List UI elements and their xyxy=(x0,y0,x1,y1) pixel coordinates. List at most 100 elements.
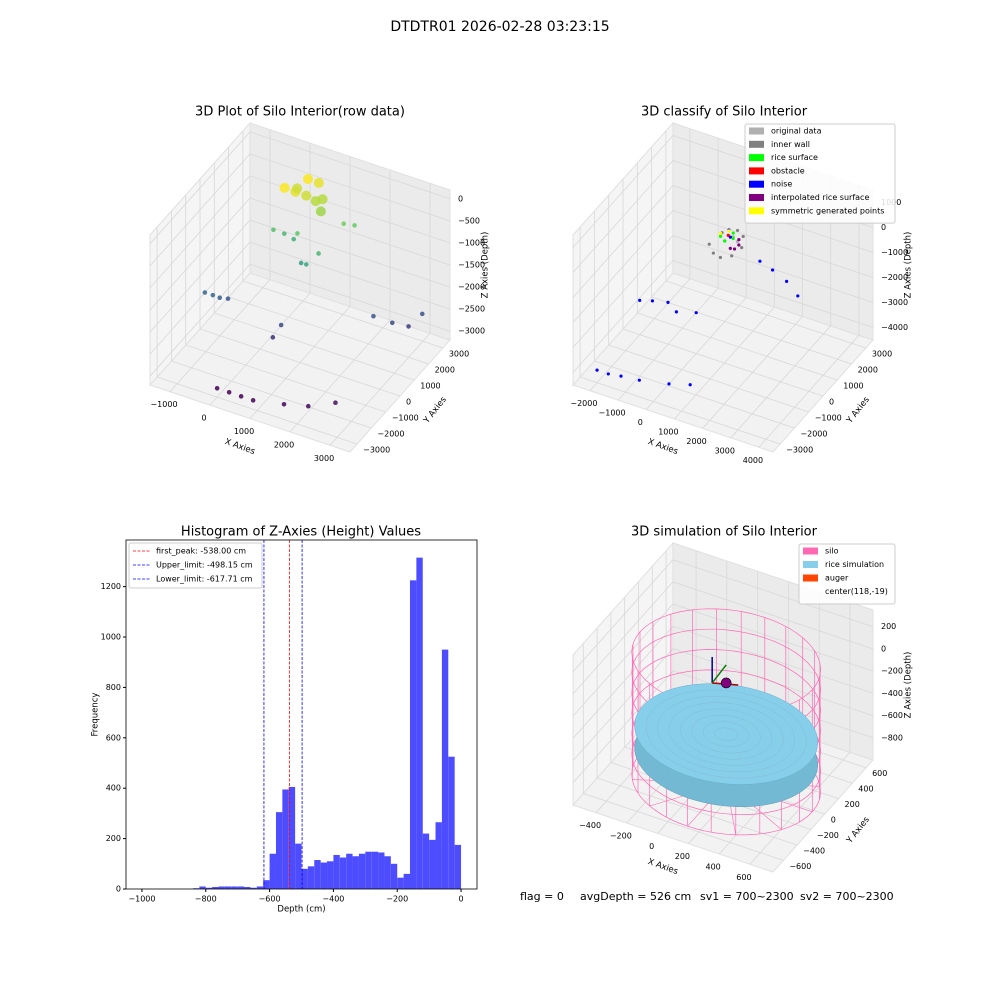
legend-swatch xyxy=(749,180,764,188)
point xyxy=(606,372,610,376)
y-tick-label: 1000 xyxy=(101,633,121,642)
bar xyxy=(263,880,270,889)
bar xyxy=(314,860,321,889)
y-tick-label: −600 xyxy=(789,862,811,871)
point xyxy=(389,320,395,326)
rice-surface xyxy=(634,683,818,785)
bar xyxy=(333,854,340,889)
point xyxy=(225,296,231,301)
point xyxy=(758,259,762,263)
point xyxy=(341,221,347,227)
legend-label: obstacle xyxy=(771,166,805,175)
grid-line xyxy=(582,643,784,861)
grid-line xyxy=(149,197,451,311)
point xyxy=(279,182,290,193)
point xyxy=(295,231,300,236)
grid-line xyxy=(617,138,719,401)
legend-box xyxy=(744,123,896,224)
bar xyxy=(435,822,442,889)
footer-sv1: sv1 = 700~2300 xyxy=(700,890,794,903)
grid-line xyxy=(749,602,851,865)
grid-line xyxy=(572,235,874,348)
bar xyxy=(212,886,219,889)
point xyxy=(281,231,287,236)
auger xyxy=(720,677,732,689)
point xyxy=(352,223,357,228)
point xyxy=(688,383,692,387)
z-tick-label: −400 xyxy=(881,689,903,698)
point xyxy=(727,229,731,233)
point xyxy=(728,246,732,250)
y-tick-label: −3000 xyxy=(786,446,813,455)
grid-line xyxy=(170,211,372,429)
bar xyxy=(205,887,213,889)
bar xyxy=(454,844,462,889)
point xyxy=(202,290,208,295)
point xyxy=(270,335,276,340)
x-tick-label: −1000 xyxy=(150,400,177,409)
y-tick-label: 600 xyxy=(106,733,121,742)
grid-line xyxy=(572,625,874,739)
x-tick-label: 3000 xyxy=(314,454,334,463)
y-tick-label: 2000 xyxy=(858,366,878,375)
y-tick-label: 0 xyxy=(829,398,834,407)
point xyxy=(731,236,735,241)
y-tick-label: 600 xyxy=(872,769,887,778)
rice-mesh xyxy=(714,727,738,741)
plot-frame xyxy=(125,539,478,890)
point xyxy=(694,311,698,315)
x-tick-label: 2000 xyxy=(274,440,294,449)
point xyxy=(728,235,732,239)
point xyxy=(718,231,723,236)
point xyxy=(737,237,741,242)
point xyxy=(271,227,276,233)
grid-line xyxy=(572,210,874,323)
grid-line xyxy=(665,131,867,349)
point xyxy=(313,177,324,188)
point xyxy=(731,231,735,235)
z-tick-label: 0 xyxy=(881,223,886,232)
y-tick-label: 200 xyxy=(845,800,860,809)
legend-swatch xyxy=(749,154,764,162)
point xyxy=(303,262,309,267)
bar xyxy=(371,851,379,889)
z-axis-label: Z Axies (Depth) xyxy=(904,232,914,299)
grid-line xyxy=(572,185,874,298)
point xyxy=(214,385,220,391)
z-tick-label: 0 xyxy=(881,644,886,653)
grid-line xyxy=(149,263,451,377)
z-tick-label: −800 xyxy=(881,733,903,742)
grid-line xyxy=(572,648,874,761)
bar xyxy=(327,861,334,889)
x-tick-label: −400 xyxy=(322,895,344,904)
grid-line xyxy=(149,153,451,267)
point xyxy=(371,313,376,319)
z-tick-label: −1000 xyxy=(458,238,485,247)
z-tick-label: −200 xyxy=(881,667,903,676)
point xyxy=(217,295,223,301)
point xyxy=(638,298,642,302)
z-tick-label: −2000 xyxy=(458,283,485,292)
z-tick-label: −500 xyxy=(458,216,480,225)
z-axis-label: Z Axies (Depth) xyxy=(904,652,914,719)
point xyxy=(711,251,715,255)
y-tick-label: 3000 xyxy=(872,350,892,359)
rice-mesh xyxy=(645,689,807,779)
legend-box xyxy=(128,542,263,589)
legend-swatch xyxy=(749,194,764,201)
bar xyxy=(288,786,296,889)
rice-mesh xyxy=(703,721,750,747)
footer-avg-depth: avgDepth = 526 cm xyxy=(580,890,691,903)
x-tick-label: −1000 xyxy=(128,895,155,904)
x-tick-label: 0 xyxy=(649,842,654,851)
chart-title: 3D Plot of Silo Interior(row data) xyxy=(195,105,405,120)
x-tick-label: 4000 xyxy=(743,456,763,465)
legend-label: rice surface xyxy=(771,153,818,162)
x-axis-label: Depth (cm) xyxy=(277,905,325,915)
bar xyxy=(275,812,283,889)
point xyxy=(674,310,679,314)
bar xyxy=(320,862,328,889)
y-tick-label: 800 xyxy=(106,683,121,692)
point xyxy=(315,206,326,217)
grid-line xyxy=(758,185,860,448)
